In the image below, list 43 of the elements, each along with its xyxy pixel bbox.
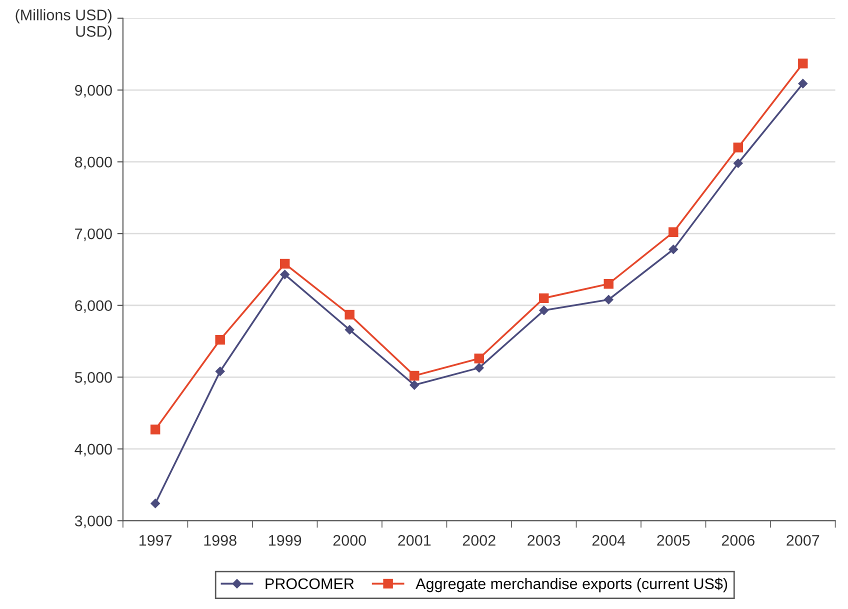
point — [798, 78, 808, 88]
y-tick-label: 7,000 — [75, 228, 112, 242]
point — [280, 270, 290, 280]
point — [150, 498, 160, 508]
point — [150, 424, 160, 434]
y-tick-label: 4,000 — [74, 444, 112, 456]
point — [733, 142, 744, 152]
legend-label: PROCOMER — [266, 578, 354, 590]
point — [604, 278, 614, 289]
x-tick-label: 2001 — [398, 534, 431, 546]
point — [539, 293, 549, 304]
y-tick-label: 8,000 — [74, 156, 112, 170]
point — [734, 158, 743, 168]
x-tick-label: 2000 — [333, 534, 366, 546]
point — [344, 310, 354, 320]
x-tick-label: 2007 — [786, 534, 820, 546]
point — [344, 325, 354, 334]
point — [215, 334, 225, 345]
point — [410, 370, 420, 381]
point — [668, 227, 678, 238]
y-tick-label: 3,000 — [74, 516, 112, 528]
x-tick-label: 1999 — [269, 534, 302, 546]
y-tick-label: 5,000 — [74, 372, 112, 385]
point — [604, 295, 614, 304]
point — [668, 244, 678, 254]
point — [474, 363, 484, 372]
point — [280, 258, 290, 269]
x-tick-label: 2002 — [462, 534, 496, 546]
y-axis-title: (Millions USD) USD) — [16, 9, 112, 40]
x-tick-label: 2003 — [528, 534, 560, 546]
point — [798, 58, 808, 68]
y-tick-label: 6,000 — [75, 300, 112, 313]
point — [474, 354, 484, 364]
x-tick-label: 1997 — [140, 534, 172, 546]
point — [410, 380, 419, 390]
x-tick-label: 2006 — [722, 534, 754, 546]
point — [215, 366, 225, 376]
x-tick-label: 2004 — [592, 534, 626, 546]
x-tick-label: 1998 — [204, 534, 236, 546]
point — [539, 306, 548, 316]
y-tick-label: 9,000 — [75, 84, 112, 98]
x-tick-label: 2005 — [657, 534, 690, 546]
legend-label: Aggregate merchandise exports (current US$) — [416, 578, 728, 592]
